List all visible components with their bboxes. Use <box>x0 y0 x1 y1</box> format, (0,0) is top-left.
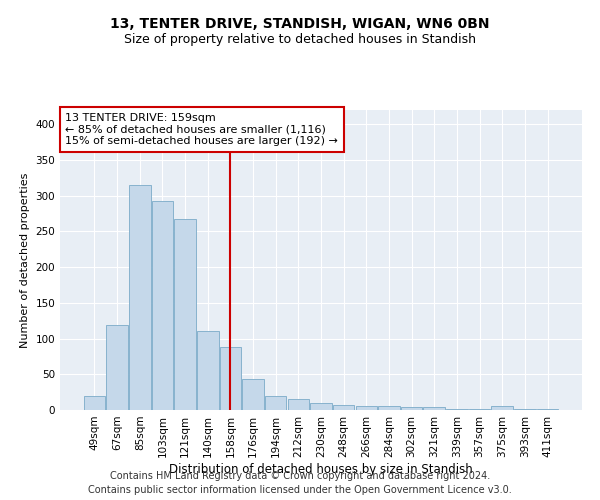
Bar <box>84 396 105 410</box>
Bar <box>378 406 400 410</box>
Bar <box>356 406 377 410</box>
Bar <box>514 408 536 410</box>
Bar <box>242 378 264 410</box>
Text: 13 TENTER DRIVE: 159sqm
← 85% of detached houses are smaller (1,116)
15% of semi: 13 TENTER DRIVE: 159sqm ← 85% of detache… <box>65 113 338 146</box>
Text: 13, TENTER DRIVE, STANDISH, WIGAN, WN6 0BN: 13, TENTER DRIVE, STANDISH, WIGAN, WN6 0… <box>110 18 490 32</box>
Bar <box>129 185 151 410</box>
Bar <box>491 406 513 410</box>
X-axis label: Distribution of detached houses by size in Standish: Distribution of detached houses by size … <box>169 462 473 475</box>
Bar <box>152 200 173 410</box>
Bar <box>424 407 445 410</box>
Bar <box>310 403 332 410</box>
Text: Size of property relative to detached houses in Standish: Size of property relative to detached ho… <box>124 32 476 46</box>
Bar <box>446 408 467 410</box>
Bar <box>287 400 309 410</box>
Bar <box>106 325 128 410</box>
Text: Contains HM Land Registry data © Crown copyright and database right 2024.
Contai: Contains HM Land Registry data © Crown c… <box>88 471 512 495</box>
Bar <box>401 407 422 410</box>
Bar <box>537 408 558 410</box>
Bar <box>197 332 218 410</box>
Bar <box>333 405 355 410</box>
Bar <box>220 347 241 410</box>
Bar <box>175 220 196 410</box>
Y-axis label: Number of detached properties: Number of detached properties <box>20 172 30 348</box>
Bar <box>265 396 286 410</box>
